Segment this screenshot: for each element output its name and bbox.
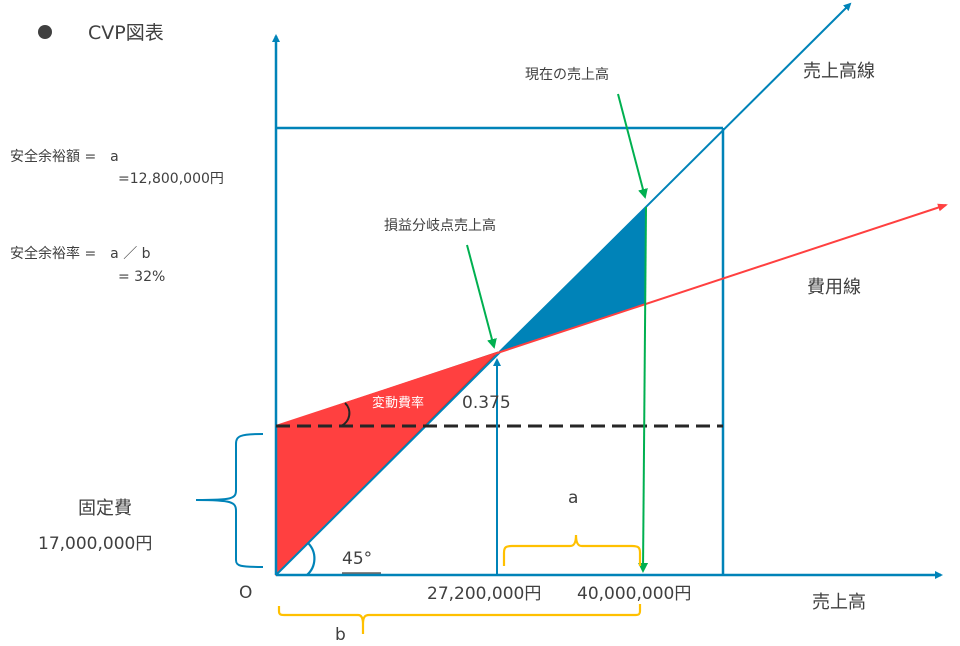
brace-b-label: b — [335, 625, 346, 645]
fixed-cost-label: 固定費 — [78, 498, 132, 519]
bullet-icon — [38, 24, 52, 39]
brace-a-label: a — [568, 488, 579, 508]
break-even-pointer-arrow — [466, 244, 497, 349]
fixed-cost-brace — [195, 433, 264, 568]
angle-45-arc — [306, 542, 316, 576]
brace-b — [277, 604, 642, 634]
current-sales-label: 現在の売上高 — [525, 67, 609, 83]
cost-line — [275, 203, 948, 427]
variable-cost-ratio-value: 0.375 — [462, 393, 511, 413]
brace-a — [502, 534, 642, 566]
break-even-sales-label: 損益分岐点売上高 — [384, 218, 496, 234]
origin-label: O — [239, 583, 253, 603]
current-sales-vertical-arrow — [638, 206, 649, 573]
margin-ratio-label: 安全余裕率 = a ／ b — [10, 246, 151, 262]
current-sales-pointer-arrow — [617, 93, 648, 199]
fixed-cost-value: 17,000,000円 — [38, 534, 153, 554]
cost-line-label: 費用線 — [807, 277, 861, 298]
x-axis-label: 売上高 — [812, 592, 866, 613]
sales-line-label: 売上高線 — [803, 61, 875, 82]
margin-amount-label: 安全余裕額 = a — [10, 149, 119, 165]
variable-cost-angle-arc — [340, 402, 351, 427]
variable-cost-ratio-label: 変動費率 — [372, 396, 425, 411]
current-sales-value-label: 40,000,000円 — [577, 584, 692, 604]
angle-45-label: 45° — [342, 549, 373, 569]
margin-ratio-value: = 32% — [118, 269, 166, 285]
margin-amount-value: =12,800,000円 — [118, 171, 224, 187]
break-even-value-label: 27,200,000円 — [427, 584, 542, 604]
diagram-title: CVP図表 — [88, 22, 164, 44]
title-row: CVP図表 — [38, 18, 164, 45]
sales-line — [275, 2, 852, 576]
